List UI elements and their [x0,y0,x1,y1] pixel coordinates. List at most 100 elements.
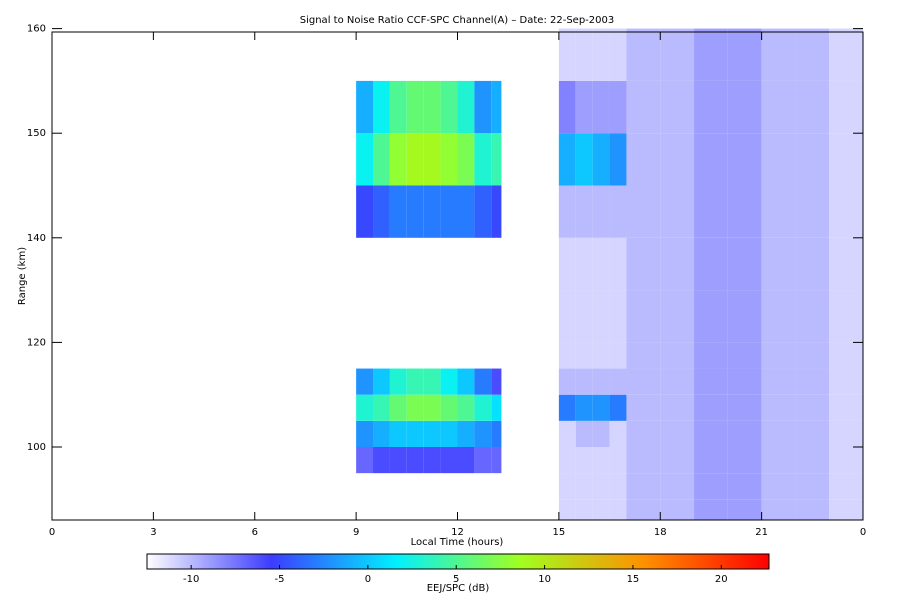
cell [609,80,627,134]
cell [406,394,424,421]
cell [626,473,661,500]
cell [423,185,441,238]
cell [626,394,661,421]
cell [626,447,661,474]
cell [694,185,728,238]
cell [423,394,441,421]
x-tick-label: 0 [860,527,866,538]
cell [406,368,424,395]
cell [829,342,863,369]
cell [694,237,728,291]
cell [829,185,863,238]
cell [406,420,424,447]
cell [558,80,576,134]
cell [660,28,695,81]
cell [795,185,830,238]
cell [356,185,374,238]
cell [575,237,593,291]
cell [356,133,374,186]
cell [592,473,610,500]
cell [626,368,661,395]
cell [626,185,661,238]
cell [626,499,661,521]
cell [727,473,762,500]
cell [829,499,863,521]
cell [373,447,390,474]
cell [592,394,610,421]
cell [440,420,458,447]
colorbar-title: EEJ/SPC (dB) [427,583,490,594]
y-tick-label: 100 [27,442,46,453]
cell [558,420,576,447]
cell [694,420,728,447]
cell [440,447,458,474]
cell [373,133,390,186]
cell [660,237,695,291]
cell [694,342,728,369]
cell [727,80,762,134]
cell [592,80,610,134]
cell [626,80,661,134]
cell [457,185,475,238]
cell [592,185,610,238]
cell [694,28,728,81]
cell [592,342,610,369]
cell [457,368,475,395]
cell [558,342,576,369]
cell [356,447,374,474]
cell [626,28,661,81]
cell [660,368,695,395]
cell [660,499,695,521]
heatmap [356,28,863,521]
colorbar-tick-label: 15 [627,574,640,585]
cell [727,447,762,474]
cell [727,420,762,447]
cell [474,394,492,421]
cell [440,80,458,134]
cell [373,185,390,238]
cell [575,290,593,343]
y-tick-label: 160 [27,24,46,35]
cell [761,237,796,291]
cell [761,185,796,238]
cell [389,394,407,421]
colorbar-tick-label: -10 [183,574,199,585]
cell [609,368,627,395]
cell [795,420,830,447]
cell [373,394,390,421]
cell [389,447,407,474]
cell [829,473,863,500]
cell [457,80,475,134]
cell [389,185,407,238]
cell [626,420,661,447]
cell [558,28,576,81]
cell [829,237,863,291]
cell [389,368,407,395]
cell [795,290,830,343]
cell [491,420,502,447]
cell [491,133,502,186]
cell [727,185,762,238]
cell [660,290,695,343]
cell [356,394,374,421]
cell [609,499,627,521]
cell [660,420,695,447]
cell [761,133,796,186]
x-tick-label: 15 [553,527,566,538]
cell [626,133,661,186]
colorbar-tick-label: 10 [538,574,551,585]
x-axis-title: Local Time (hours) [411,537,504,548]
cell [660,394,695,421]
cell [389,133,407,186]
cell [440,394,458,421]
x-tick-label: 9 [353,527,359,538]
y-tick-label: 140 [27,233,46,244]
cell [491,394,502,421]
x-tick-label: 6 [252,527,258,538]
cell [694,133,728,186]
cell [609,342,627,369]
cell [761,342,796,369]
cell [592,368,610,395]
cell [440,185,458,238]
cell [795,499,830,521]
